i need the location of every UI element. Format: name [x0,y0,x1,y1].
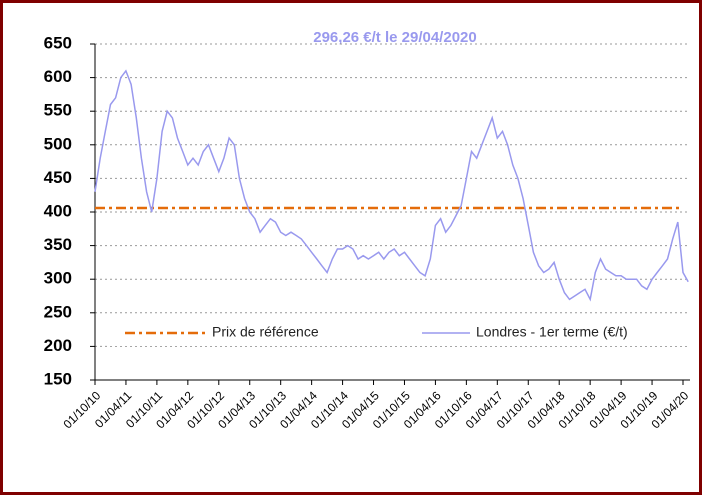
y-tick-label: 650 [44,33,72,52]
chart-title: 296,26 €/t le 29/04/2020 [313,29,476,46]
y-tick-label: 250 [44,302,72,321]
legend-box [110,320,688,346]
y-tick-label: 350 [44,235,72,254]
legend-label: Londres - 1er terme (€/t) [476,324,628,340]
y-tick-label: 450 [44,168,72,187]
y-tick-label: 400 [44,201,72,220]
series-line [94,69,689,302]
legend: Prix de référence Londres - 1er terme (€/… [110,320,688,346]
y-tick-label: 600 [44,67,72,86]
y-tick-label: 300 [44,269,72,288]
y-tick-label: 200 [44,336,72,355]
y-tick-label: 550 [44,101,72,120]
y-tick-label: 500 [44,134,72,153]
y-tick-label: 150 [44,369,72,388]
legend-label: Prix de référence [212,324,319,340]
